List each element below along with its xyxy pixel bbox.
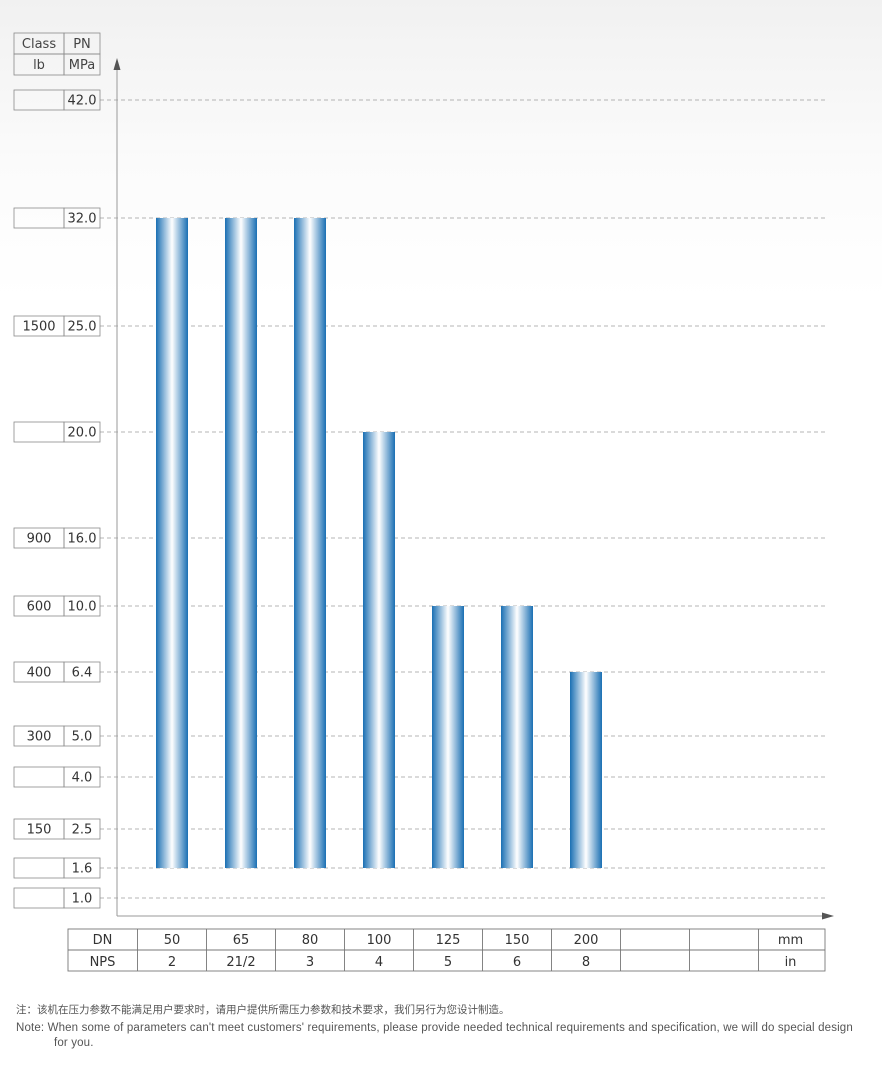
- pn-tick-box: [63, 89, 101, 111]
- class-tick-label: 600: [27, 600, 52, 615]
- nps-cell: 2: [168, 955, 176, 970]
- class-header: Class: [22, 37, 56, 52]
- pn-tick-label: 2.5: [72, 823, 93, 838]
- class-tick-label: 1500: [22, 320, 55, 335]
- nps-cell: 4: [375, 955, 383, 970]
- pn-tick-label: 32.0: [68, 212, 97, 227]
- mpa-header: MPa: [69, 58, 95, 73]
- pn-header: PN: [73, 37, 91, 52]
- nps-cell: 5: [444, 955, 452, 970]
- class-tick-box: [13, 207, 65, 229]
- dn-cell: 50: [164, 933, 181, 948]
- nps-cell: 3: [306, 955, 314, 970]
- pn-tick-box: [63, 661, 101, 683]
- pn-tick-box: [63, 315, 101, 337]
- dn-cell: 100: [367, 933, 392, 948]
- class-tick-box: [13, 887, 65, 909]
- footnote: 注：该机在压力参数不能满足用户要求时，请用户提供所需压力参数和技术要求，我们另行…: [16, 1003, 866, 1051]
- x-axis-arrow-icon: [822, 912, 834, 920]
- pn-tick-label: 1.6: [72, 862, 93, 877]
- nps-cell: 8: [582, 955, 590, 970]
- pn-tick-box: [63, 857, 101, 879]
- bar-dn-150: [501, 606, 533, 868]
- class-tick-label: 400: [27, 666, 52, 681]
- footnote-english: Note: When some of parameters can't meet…: [16, 1022, 853, 1049]
- dn-cell: 80: [302, 933, 319, 948]
- size-table: DN NPS 50 65 80 100 125 150 200 2 21/2 3 4 5 6 8 mm i…: [67, 928, 826, 972]
- pn-tick-label: 5.0: [72, 730, 93, 745]
- footnote-chinese: 注：该机在压力参数不能满足用户要求时，请用户提供所需压力参数和技术要求，我们另行…: [16, 1004, 510, 1016]
- pn-tick-label: 20.0: [68, 426, 97, 441]
- bar-dn-65: [225, 218, 257, 868]
- class-tick-label: 900: [27, 532, 52, 547]
- nps-cell: 21/2: [226, 955, 255, 970]
- class-tick-box: [13, 766, 65, 788]
- pn-tick-box: [63, 725, 101, 747]
- pn-tick-box: [63, 595, 101, 617]
- bar-dn-200: [570, 672, 602, 868]
- class-tick-label: 150: [27, 823, 52, 838]
- dn-label: DN: [93, 933, 113, 948]
- nps-cell: 6: [513, 955, 521, 970]
- nps-unit: in: [785, 955, 797, 970]
- pn-tick-box: [63, 527, 101, 549]
- pn-tick-box: [63, 818, 101, 840]
- pn-tick-label: 16.0: [68, 532, 97, 547]
- pn-tick-box: [63, 766, 101, 788]
- pn-tick-label: 42.0: [68, 94, 97, 109]
- pn-tick-box: [63, 887, 101, 909]
- bar-dn-125: [432, 606, 464, 868]
- lb-header: lb: [33, 58, 45, 73]
- dn-unit: mm: [778, 933, 803, 948]
- pressure-rating-chart: Class PN lb MPa 42.032.025.0150020.016.0…: [13, 32, 834, 972]
- gridlines: [100, 99, 825, 899]
- axes: [113, 58, 834, 920]
- pn-tick-box: [63, 207, 101, 229]
- pn-tick-label: 6.4: [72, 666, 93, 681]
- class-tick-label: 300: [27, 730, 52, 745]
- nps-label: NPS: [90, 955, 116, 970]
- dn-cell: 200: [574, 933, 599, 948]
- y-axis-header: Class PN lb MPa: [13, 32, 101, 76]
- y-axis-ticks: 42.0 32.0 25.0 1500 20.0 16.0 900 10.0 600 6.4 400…: [13, 89, 101, 909]
- bars: [156, 218, 602, 868]
- y-axis-arrow-icon: [113, 58, 121, 70]
- bar-dn-80: [294, 218, 326, 868]
- dn-cell: 65: [233, 933, 250, 948]
- pn-tick-label: 1.0: [72, 892, 93, 907]
- class-tick-box: [13, 89, 65, 111]
- class-tick-box: [13, 421, 65, 443]
- bar-dn-100: [363, 432, 395, 868]
- pn-tick-label: 4.0: [72, 771, 93, 786]
- class-tick-box: [13, 857, 65, 879]
- pn-tick-box: [63, 421, 101, 443]
- pn-tick-label: 10.0: [68, 600, 97, 615]
- dn-cell: 150: [505, 933, 530, 948]
- pn-tick-label: 25.0: [68, 320, 97, 335]
- bar-dn-50: [156, 218, 188, 868]
- header-cell: [63, 53, 101, 76]
- dn-cell: 125: [436, 933, 461, 948]
